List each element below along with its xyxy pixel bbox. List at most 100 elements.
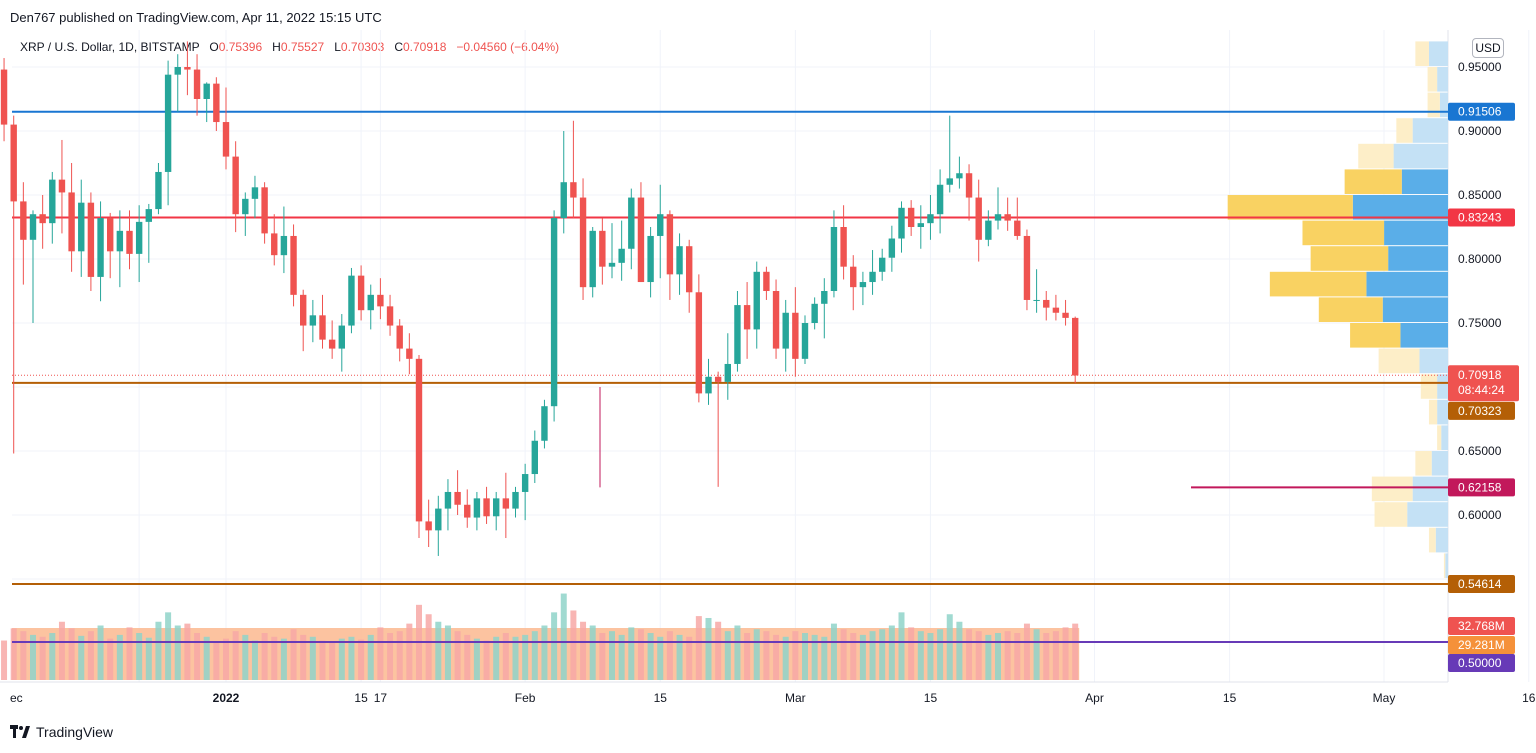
volume-profile-bar-up [1443,553,1446,578]
volume-bar [145,637,152,680]
candle-body [1004,214,1011,221]
candle [502,472,510,539]
volume-bar [10,628,17,680]
candle-body [155,171,162,210]
volume-profile-bar-down [1437,67,1448,92]
volume-bar [1014,633,1021,680]
horizontal-levels [12,110,1448,643]
tradingview-footer[interactable]: TradingView [10,724,113,740]
candle [541,399,548,449]
candle-body [888,238,896,258]
volume-bar [531,631,538,680]
price-chart[interactable]: 0.95000 0.90000 0.85000 0.80000 0.75000 0.650… [0,0,1536,722]
volume-bar [174,625,181,680]
candle [647,227,654,298]
candle-body [386,306,394,326]
candle-body [213,83,220,123]
volume-bar [1033,629,1040,680]
candle [309,299,317,343]
candle-body [396,325,403,349]
candle-body [753,271,760,330]
candle [1023,229,1031,311]
volume-bar [155,621,162,680]
candle [599,218,606,285]
volume-profile-bar-down [1419,348,1448,374]
candle [724,333,731,400]
volume-profile-bar-down [1431,451,1448,476]
candle [637,182,645,283]
volume-bar [879,629,886,680]
candle [444,479,452,531]
volume-profile-bar-up [1437,425,1442,450]
candle-body [792,312,799,359]
candle [396,319,403,362]
candle-body [1023,235,1031,300]
volume-bar [570,610,577,680]
volume-bar [377,627,384,680]
volume-profile-bar-down [1428,41,1448,66]
candle-body [724,363,731,382]
volume-bar [705,617,712,680]
volume-bar [358,639,365,680]
candle [589,227,596,298]
volume-profile-bar-down [1407,502,1448,527]
candle-body [850,266,857,288]
open-label: O [209,40,219,54]
candle [917,205,924,249]
candle [734,291,741,372]
time-tick-label: Feb [515,691,536,705]
volume-bar [512,636,519,680]
volume-bar [985,634,992,680]
volume-profile-bar-up [1420,374,1438,399]
candle-body [39,214,46,224]
candle-body [203,83,210,99]
price-tick-label: 0.90000 [1458,124,1502,138]
volume-profile-bar-up [1344,169,1402,194]
level-price-tag: 0.54614 [1458,577,1502,591]
candle [126,210,133,270]
candle-body [1014,220,1021,236]
volume-bar [695,616,702,680]
candle [242,192,249,236]
level-price-tag: 0.91506 [1458,105,1502,119]
volume-bar [20,631,27,680]
symbol-name[interactable]: XRP / U.S. Dollar, 1D, BITSTAMP [20,40,200,54]
candle [319,294,326,349]
candle [753,261,760,349]
volume-bar [309,636,316,680]
volume-bar [1,640,8,680]
volume-bar [811,634,818,680]
volume-bar [49,633,56,680]
candle [203,82,210,123]
currency-button[interactable]: USD [1472,38,1504,58]
candle-body [10,124,17,202]
volume-bar [367,634,374,680]
candle [975,179,982,262]
time-tick-label: 17 [374,691,388,705]
volume-bar [444,625,451,680]
candle [116,210,124,288]
volume-bar [551,612,558,680]
volume-last-tag-bg [1448,617,1515,635]
volume-profile-bar-down [1437,399,1448,425]
level-price-tag-bg [1448,401,1515,420]
volume-profile-bar-down [1439,92,1448,118]
candle-body [676,246,683,275]
price-axis: 0.95000 0.90000 0.85000 0.80000 0.75000 0.650… [1448,60,1519,672]
candle-body [357,275,365,311]
candle-body [647,235,654,283]
candle [521,463,529,521]
candle-body [232,156,239,215]
candle [107,212,114,279]
candle [58,139,66,234]
candle-body [840,227,847,267]
volume-bar [859,634,866,680]
time-tick-label: 15 [354,691,368,705]
volume-bar [917,631,924,680]
candle [1072,316,1079,384]
last-price-tag-bg [1448,365,1519,402]
candle-body [1043,299,1050,308]
volume-bar [136,633,143,680]
candle-body [1052,307,1060,313]
candle-body [184,67,191,70]
